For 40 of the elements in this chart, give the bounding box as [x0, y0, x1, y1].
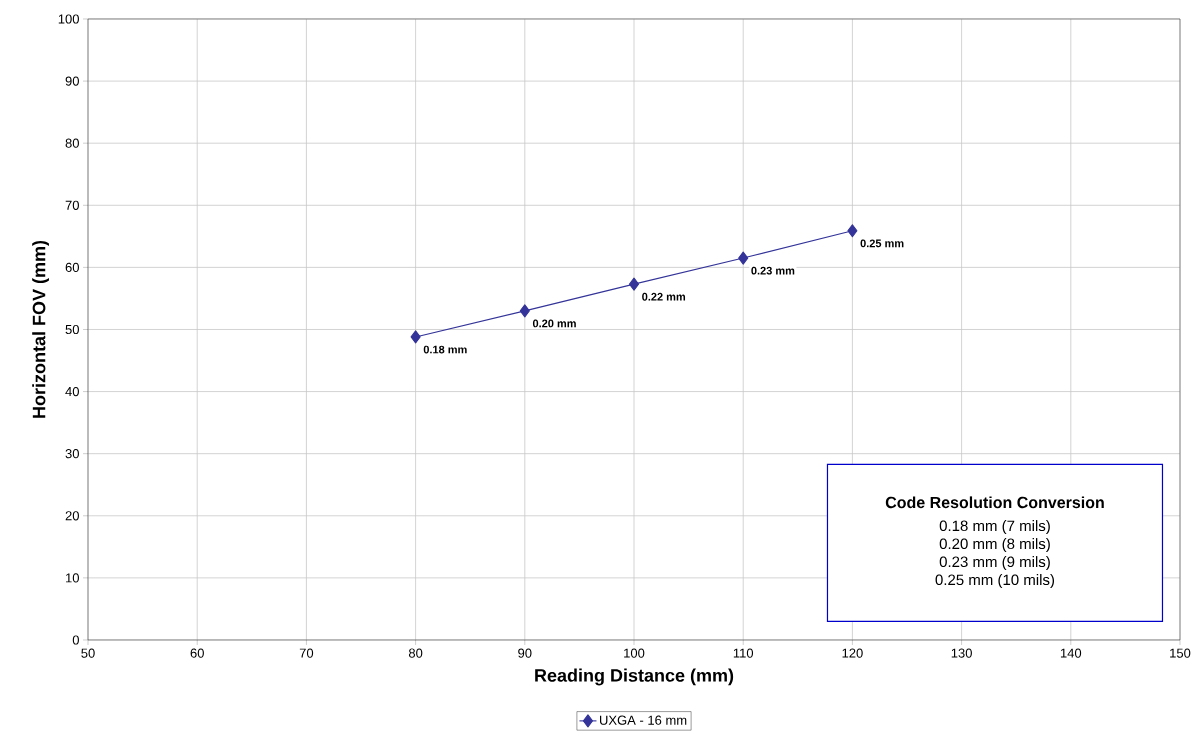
x-tick-label: 100	[624, 648, 645, 658]
x-tick-label: 80	[408, 648, 423, 658]
legend-label: UXGA - 16 mm	[600, 715, 687, 725]
y-tick-label: 40	[65, 386, 79, 397]
y-tick-label: 90	[65, 76, 79, 86]
x-tick-label: 70	[299, 648, 314, 658]
x-tick-label: 120	[842, 648, 863, 658]
y-tick-label: 80	[65, 138, 79, 148]
y-tick-label: 30	[65, 449, 79, 459]
annotation: 0.25 mm	[860, 239, 904, 248]
x-tick-label: 140	[1060, 648, 1082, 658]
x-tick-label: 90	[518, 648, 532, 658]
x-tick-label: 110	[733, 648, 754, 658]
annotation: 0.23 mm	[751, 266, 795, 275]
y-tick-label: 60	[65, 262, 79, 272]
annotation: 0.22 mm	[642, 292, 686, 301]
y-tick-label: 50	[65, 324, 79, 335]
annotation: 0.23 mm (9 mils)	[939, 556, 1050, 571]
y-tick-label: 100	[58, 14, 79, 24]
annotation: 0.18 mm	[423, 345, 467, 354]
x-tick-label: 50	[81, 648, 95, 658]
y-axis-title: Horizontal FOV (mm)	[32, 240, 49, 418]
point	[410, 330, 421, 344]
x-tick-label: 60	[190, 648, 204, 658]
point	[519, 304, 530, 318]
x-tick-label: 130	[951, 648, 972, 658]
annotation: 0.20 mm (8 mils)	[939, 538, 1050, 553]
y-tick-label: 10	[66, 573, 79, 583]
annotation: 0.20 mm	[532, 319, 576, 328]
point	[847, 224, 858, 238]
point	[628, 277, 640, 291]
y-tick-label: 20	[65, 511, 79, 521]
annotation: Code Resolution Conversion	[885, 496, 1104, 509]
annotation: 0.25 mm (10 mils)	[935, 574, 1055, 589]
y-tick-label: 0	[72, 635, 79, 645]
y-tick-label: 70	[65, 200, 79, 210]
x-tick-label: 150	[1170, 648, 1191, 658]
point	[738, 251, 749, 265]
annotation: 0.18 mm (7 mils)	[939, 520, 1050, 535]
x-axis-title: Reading Distance (mm)	[535, 668, 734, 686]
